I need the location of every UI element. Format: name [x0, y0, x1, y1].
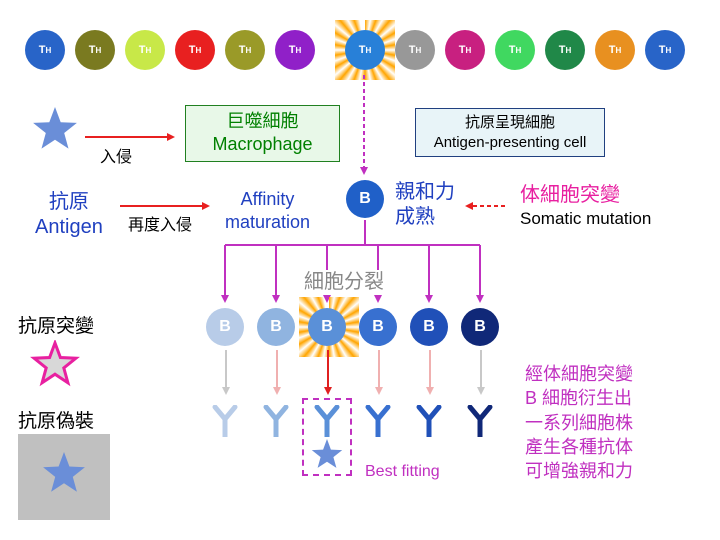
best-fit-label: Best fitting	[365, 462, 440, 482]
antibody-icon	[416, 405, 442, 437]
b-cell-clone: B	[206, 308, 244, 346]
svg-shape	[0, 0, 720, 310]
svg-shape	[416, 405, 442, 437]
svg-shape	[30, 340, 80, 390]
antibody-icon	[467, 405, 493, 437]
best-fit-star-icon	[310, 438, 344, 477]
arrow	[271, 350, 283, 402]
arrow	[475, 350, 487, 402]
b-cell-clone: B	[257, 308, 295, 346]
svg-shape	[475, 350, 487, 397]
antibody-icon	[212, 405, 238, 437]
antibody-icon	[263, 405, 289, 437]
svg-shape	[365, 405, 391, 437]
b-cell-clone: B	[410, 308, 448, 346]
b-cell-clone: B	[461, 308, 499, 346]
mutation-star-icon	[30, 340, 80, 395]
svg-shape	[424, 350, 436, 397]
split-label: 細胞分裂	[300, 270, 388, 295]
svg-shape	[467, 405, 493, 437]
mutation-label: 抗原突變	[18, 315, 94, 339]
svg-shape	[212, 405, 238, 437]
svg-shape	[263, 405, 289, 437]
arrow	[424, 350, 436, 402]
antibody-icon	[365, 405, 391, 437]
arrow	[220, 350, 232, 402]
svg-shape	[322, 350, 334, 397]
svg-shape	[310, 438, 344, 472]
b-cell-clone: B	[308, 308, 346, 346]
disguise-label: 抗原偽裝	[18, 410, 94, 434]
right-text: 經体細胞突變B 細胞衍生出一系列細胞株產生各種抗体可增強親和力	[525, 362, 633, 483]
b-cell-clone: B	[359, 308, 397, 346]
svg-shape	[220, 350, 232, 397]
arrow	[373, 350, 385, 402]
svg-shape	[40, 450, 88, 498]
disguise-star-icon	[40, 450, 88, 503]
arrow	[322, 350, 334, 402]
svg-shape	[271, 350, 283, 397]
svg-shape	[373, 350, 385, 397]
